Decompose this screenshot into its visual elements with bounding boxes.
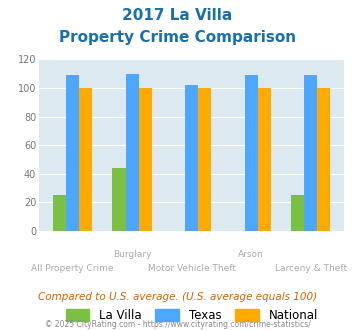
Text: © 2025 CityRating.com - https://www.cityrating.com/crime-statistics/: © 2025 CityRating.com - https://www.city… (45, 320, 310, 329)
Text: Motor Vehicle Theft: Motor Vehicle Theft (148, 264, 236, 273)
Bar (66, 75, 79, 231)
Bar (185, 85, 198, 231)
Text: Arson: Arson (239, 250, 264, 259)
Bar (317, 88, 331, 231)
Bar (139, 88, 152, 231)
Text: 2017 La Villa: 2017 La Villa (122, 8, 233, 23)
Bar (291, 195, 304, 231)
Bar (198, 88, 211, 231)
Text: Burglary: Burglary (113, 250, 151, 259)
Text: Larceny & Theft: Larceny & Theft (275, 264, 347, 273)
Text: Compared to U.S. average. (U.S. average equals 100): Compared to U.S. average. (U.S. average … (38, 292, 317, 302)
Text: Property Crime Comparison: Property Crime Comparison (59, 30, 296, 45)
Bar (113, 168, 126, 231)
Text: All Property Crime: All Property Crime (31, 264, 114, 273)
Bar (53, 195, 66, 231)
Bar (126, 74, 139, 231)
Bar (258, 88, 271, 231)
Bar (79, 88, 92, 231)
Bar (304, 75, 317, 231)
Bar (245, 75, 258, 231)
Legend: La Villa, Texas, National: La Villa, Texas, National (66, 309, 318, 322)
